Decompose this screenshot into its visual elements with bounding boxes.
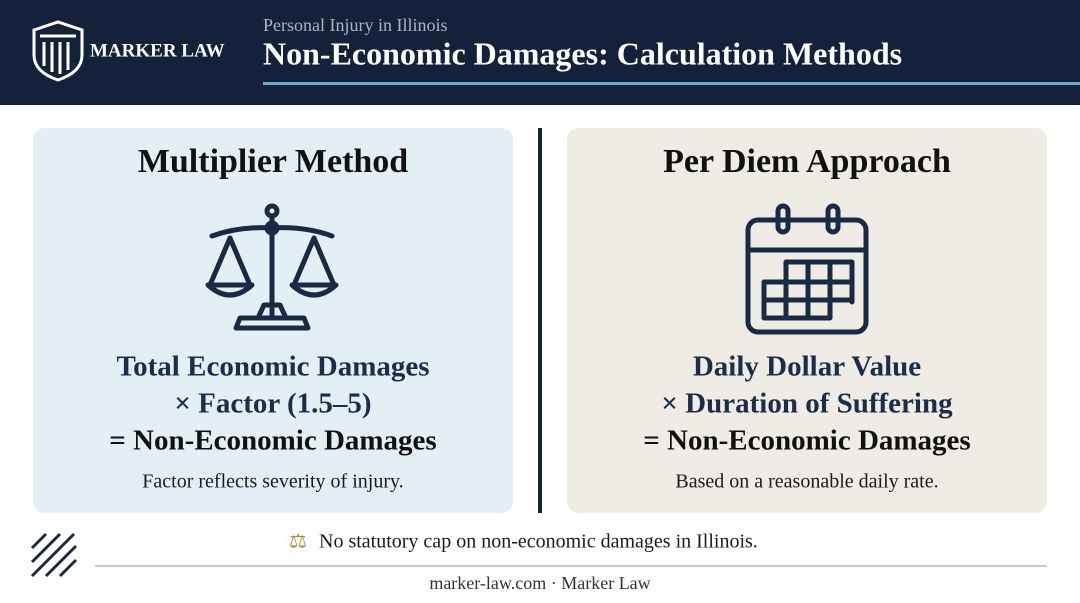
logo [32,20,84,82]
footer-rule [95,565,1047,567]
note: No statutory cap on non-economic damages… [319,531,758,553]
panel-caption: Factor reflects severity of injury. [142,471,403,493]
title-underline [263,82,1080,85]
hatch-icon [30,532,78,578]
calendar-icon [745,203,869,335]
note-icon: ⚖ [289,531,307,553]
subtitle: Personal Injury in Illinois [263,15,447,35]
title: Non-Economic Damages: Calculation Method… [263,35,902,71]
formula-line: × Duration of Suffering [661,388,953,420]
formula-line: = Non-Economic Damages [643,425,970,457]
formula-line: = Non-Economic Damages [109,425,436,457]
formula-line: Daily Dollar Value [693,351,921,383]
panel-title: Multiplier Method [138,143,408,180]
header-bar [0,0,1080,105]
divider [538,128,542,513]
formula-line: × Factor (1.5–5) [174,388,371,420]
panel-caption: Based on a reasonable daily rate. [675,471,938,493]
footer: marker-law.com · Marker Law [429,573,650,593]
brand: MARKER LAW [90,40,225,61]
scale-icon [205,203,339,331]
formula-line: Total Economic Damages [116,351,429,383]
panel-title: Per Diem Approach [663,143,951,180]
